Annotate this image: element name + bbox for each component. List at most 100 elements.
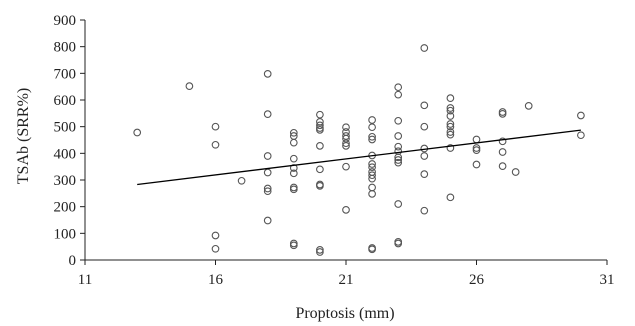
data-point [420,170,429,178]
y-axis-label: TSAb (SRR%) [15,88,32,184]
data-point [342,162,350,171]
data-point [368,163,376,172]
data-point [289,128,298,137]
data-point [368,116,376,124]
data-point [263,187,272,196]
data-point [446,112,455,120]
data-point [316,165,324,174]
data-points [133,44,585,256]
data-point [420,122,429,131]
data-point [394,156,403,164]
x-tick-label: 31 [600,272,615,288]
data-point [498,162,507,170]
data-point [316,110,324,119]
data-point [394,158,403,167]
x-tick-label: 16 [208,272,224,288]
data-point [498,148,507,156]
data-point [263,70,272,78]
data-point [446,104,455,112]
data-point [472,135,481,144]
data-point [446,120,455,128]
data-point [263,152,272,160]
data-point [342,132,350,140]
data-point [289,138,298,147]
x-tick-label: 11 [78,272,92,288]
y-tick-label: 800 [54,40,77,56]
data-point [446,128,455,136]
data-point [498,110,507,118]
trendline [137,129,581,186]
data-point [342,139,350,148]
data-point [316,142,324,150]
y-tick-label: 200 [54,200,77,216]
data-point [263,184,272,193]
data-point [211,231,220,240]
data-point [368,190,376,198]
data-point [316,182,324,190]
data-point [342,142,350,150]
data-point [316,126,324,134]
data-point [368,245,376,254]
data-point [577,111,585,120]
data-point [446,144,455,152]
data-point [263,168,272,177]
data-point [498,137,507,146]
data-point [472,144,481,152]
data-point [368,132,376,141]
data-point [368,123,376,132]
data-point [342,123,350,132]
data-point [420,44,429,52]
data-point [420,152,429,160]
data-point [133,128,142,137]
data-point [316,121,324,130]
data-point [263,216,272,225]
data-point [446,94,455,102]
x-axis-label: Proptosis (mm) [295,305,394,322]
data-point [446,130,455,139]
ticks: 0 100 200 300 400 500 600 700 800 900 11 16 21 26 31 [54,13,615,288]
data-point [394,83,403,92]
data-point [289,185,298,194]
data-point [211,122,220,131]
y-tick-label: 700 [54,66,77,82]
data-point [211,244,220,253]
data-point [211,140,220,149]
data-point [394,116,403,125]
data-point [577,131,585,140]
y-tick-label: 100 [54,226,77,242]
data-point [289,169,298,178]
data-point [368,183,376,192]
y-tick-label: 300 [54,173,77,189]
data-point [316,248,324,256]
data-point [446,193,455,202]
x-tick-label: 21 [339,272,354,288]
y-tick-label: 900 [54,13,77,29]
x-tick-label: 26 [469,272,485,288]
data-point [237,176,246,185]
y-tick-label: 400 [54,146,77,162]
data-point [342,206,350,214]
data-point [472,160,481,169]
data-point [342,134,350,143]
data-point [511,168,520,176]
data-point [263,110,272,118]
data-point [316,246,324,254]
data-point [524,102,533,110]
data-point [368,160,376,168]
data-point [394,142,403,151]
data-point [394,132,403,140]
data-point [289,154,298,163]
data-point [472,146,481,154]
data-point [394,90,403,99]
y-tick-label: 500 [54,120,77,136]
data-point [446,122,455,131]
y-tick-label: 0 [69,253,77,269]
data-point [446,106,455,115]
data-point [420,101,429,110]
data-point [368,135,376,144]
data-point [368,174,376,183]
data-point [394,239,403,248]
data-point [368,171,376,180]
data-point [394,153,403,162]
